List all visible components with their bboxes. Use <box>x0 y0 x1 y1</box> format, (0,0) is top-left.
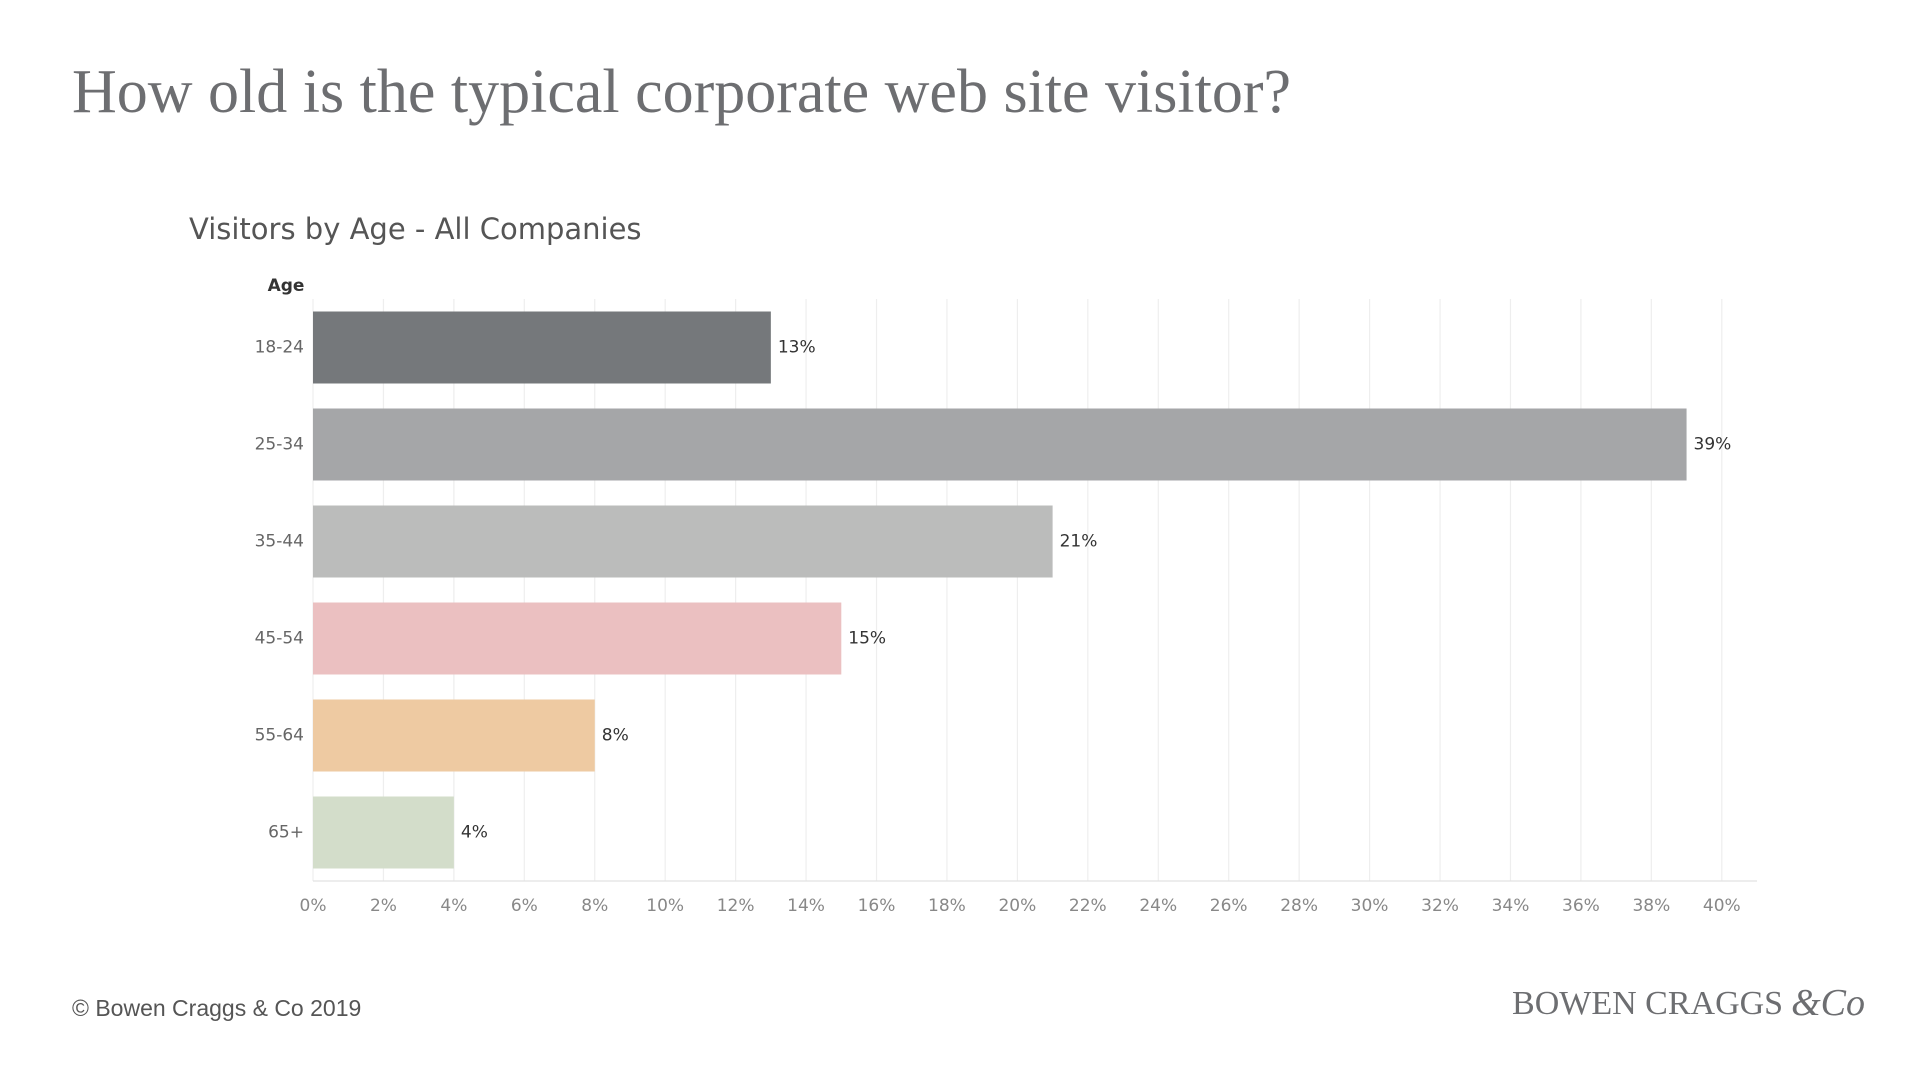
value-label: 13% <box>778 338 816 358</box>
bar <box>313 311 771 384</box>
value-label: 4% <box>461 823 488 843</box>
x-tick-label: 38% <box>1632 896 1670 916</box>
x-tick-label: 18% <box>928 896 966 916</box>
y-axis-label: Age <box>268 276 305 296</box>
x-tick-label: 34% <box>1492 896 1530 916</box>
value-label: 15% <box>848 629 886 649</box>
logo-amp: &Co <box>1791 982 1865 1024</box>
x-tick-label: 14% <box>787 896 825 916</box>
x-tick-label: 8% <box>581 896 608 916</box>
footer: © Bowen Craggs & Co 2019 <box>72 995 361 1021</box>
slide-title: How old is the typical corporate web sit… <box>72 58 1291 126</box>
x-tick-label: 20% <box>998 896 1036 916</box>
value-label: 8% <box>602 726 629 746</box>
bar <box>313 699 595 772</box>
y-tick-label: 25-34 <box>255 435 304 455</box>
x-tick-label: 40% <box>1703 896 1741 916</box>
x-tick-label: 36% <box>1562 896 1600 916</box>
bar <box>313 602 842 675</box>
logo: BOWEN CRAGGS &Co <box>1512 982 1865 1024</box>
value-label: 39% <box>1694 435 1732 455</box>
x-tick-label: 4% <box>440 896 467 916</box>
chart-title: Visitors by Age - All Companies <box>189 212 642 246</box>
bar <box>313 505 1053 578</box>
x-tick-label: 12% <box>717 896 755 916</box>
x-tick-label: 32% <box>1421 896 1459 916</box>
x-tick-label: 24% <box>1139 896 1177 916</box>
x-tick-label: 30% <box>1351 896 1389 916</box>
x-tick-label: 10% <box>646 896 684 916</box>
logo-name: BOWEN CRAGGS <box>1512 985 1783 1022</box>
y-tick-label: 55-64 <box>255 726 304 746</box>
y-tick-label: 65+ <box>268 823 304 843</box>
bar <box>313 796 454 869</box>
x-tick-label: 26% <box>1210 896 1248 916</box>
y-tick-label: 45-54 <box>255 629 304 649</box>
x-tick-label: 22% <box>1069 896 1107 916</box>
x-tick-label: 16% <box>858 896 896 916</box>
x-tick-label: 0% <box>300 896 327 916</box>
x-tick-label: 28% <box>1280 896 1318 916</box>
bar <box>313 408 1687 481</box>
y-tick-label: 18-24 <box>255 338 304 358</box>
y-tick-label: 35-44 <box>255 532 304 552</box>
x-tick-label: 2% <box>370 896 397 916</box>
value-label: 21% <box>1060 532 1098 552</box>
x-tick-label: 6% <box>511 896 538 916</box>
